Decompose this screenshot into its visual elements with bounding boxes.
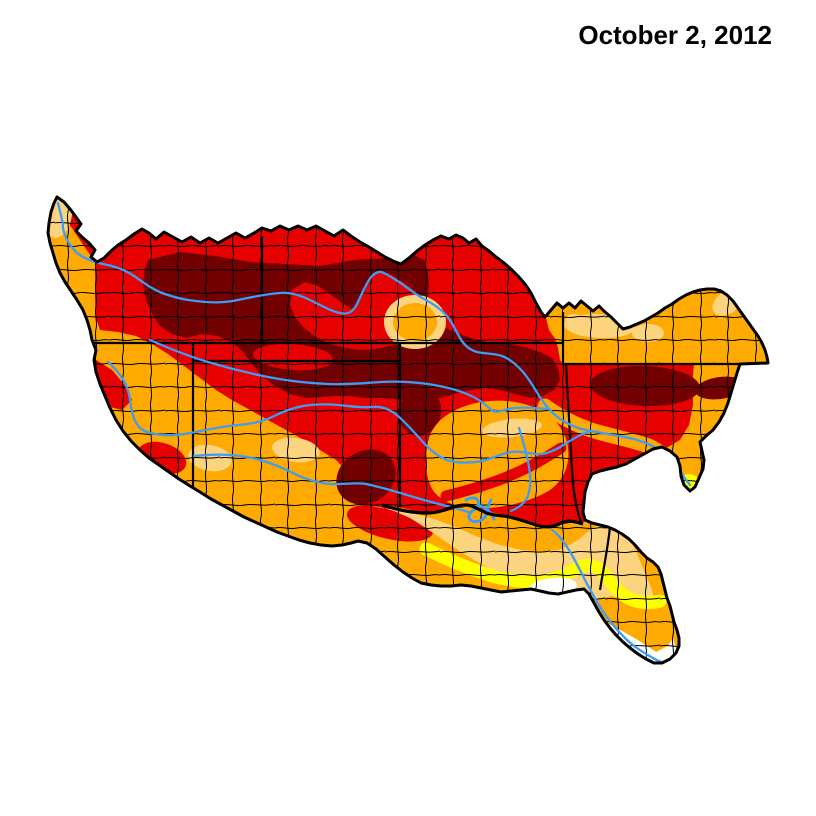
state-line-tx-la xyxy=(598,526,612,591)
river-washita xyxy=(509,426,532,513)
state-line-red-river xyxy=(381,503,584,529)
river-arkansas xyxy=(56,201,692,487)
river-red-tail xyxy=(550,528,667,663)
river-cimarron xyxy=(148,338,549,413)
river-red-north-fork xyxy=(192,453,470,514)
river-canadian xyxy=(106,360,592,464)
county-grid xyxy=(48,197,768,663)
state-lines xyxy=(92,236,768,591)
date-label: October 2, 2012 xyxy=(578,20,772,50)
state-line-ok-ar xyxy=(564,363,583,523)
basin-outline xyxy=(46,195,770,665)
rivers xyxy=(56,201,692,663)
